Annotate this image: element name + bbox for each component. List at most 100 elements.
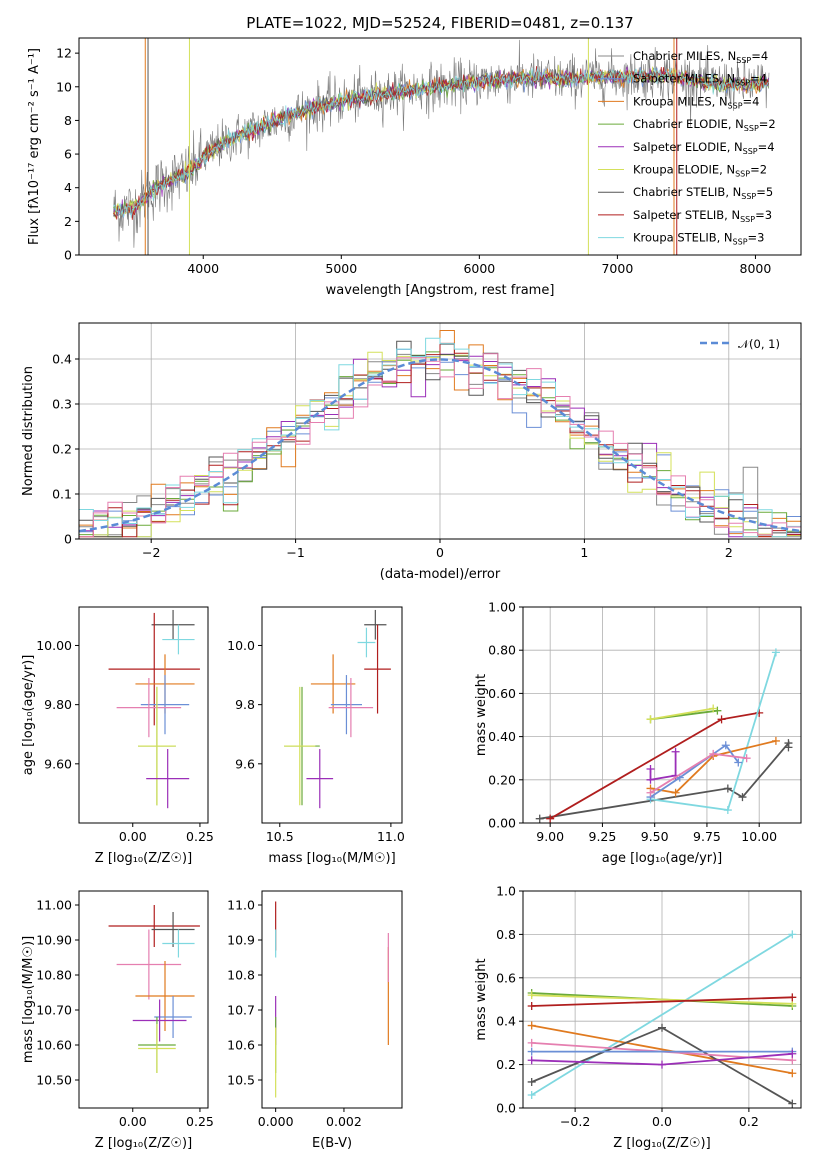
x-tick-label: 11.0 [377,829,405,844]
legend-label-chabrier-miles: Chabrier MILES, NSSP=4 [633,49,768,65]
weight-marker-salpeter-elodie [646,775,655,784]
legend-value: =4 [743,94,760,108]
axes-frame [78,606,209,824]
x-tick-label: −1 [286,545,304,560]
x-tick-label: 10.5 [266,829,294,844]
legend-value: =4 [751,49,768,63]
weight-marker-salpeter-elodie [658,1060,666,1069]
errorbar-point-kroupa-stelib [357,627,376,658]
weight-marker-kroupa-miles [671,788,680,797]
x-tick-label: 9.50 [641,829,669,844]
x-axis-label: Z [log₁₀(Z/Z☉)] [95,1136,192,1151]
weight-marker-salpeter-stelib [546,814,555,823]
panel-age-vs-mass: 10.5 11.0 9.6 9.8 10.0 mass [log₁₀(M/M☉)] [227,606,405,866]
x-tick-label: 0.25 [186,1114,214,1129]
weight-line-kroupa-miles [531,1024,793,1075]
axes-frame [261,890,403,1109]
weight-marker-kroupa-stelib [771,648,780,657]
legend-value: =4 [758,140,775,154]
x-tick-label: 9.00 [536,829,564,844]
legend-label-salpeter-stelib: Salpeter STELIB, NSSP=3 [633,208,772,224]
y-tick-label: 11.0 [227,898,255,913]
legend-value: =2 [750,163,767,177]
y-tick-label: 0.60 [488,686,516,701]
y-tick-label: 10 [56,79,72,94]
x-axis-label: age [log₁₀(age/yr)] [602,851,723,866]
x-tick-label: −2 [142,545,160,560]
weight-marker-chabrier-stelib [535,814,544,823]
legend-label-chabrier-stelib: Chabrier STELIB, NSSP=5 [633,185,773,201]
errorbar-point-kroupa-stelib [162,624,195,655]
x-axis-label: mass [log₁₀(M/M☉)] [268,851,395,866]
y-tick-label: 1.00 [488,600,516,615]
spectrum-model-chabrier-stelib [113,69,769,218]
weight-marker-salpeter-miles [721,741,730,750]
y-tick-label: 10.60 [36,1038,72,1053]
y-tick-label: 0.4 [496,1014,516,1029]
errorbar-point-salpeter-stelib [364,624,391,714]
x-tick-label: 0.002 [326,1114,362,1129]
weight-marker-kroupa-elodie [527,991,536,1000]
errorbar-point-kroupa-elodie [138,686,176,806]
x-tick-label: 0.000 [258,1114,294,1129]
weight-marker-kroupa-miles [771,736,780,745]
weight-marker-chabrier-stelib [723,784,732,793]
plot-area-spectrum [113,38,770,255]
legend-value: =3 [755,208,772,222]
y-tick-label: 10.8 [227,968,255,983]
weight-marker-kroupa-elodie [646,715,655,724]
x-axis-label: Z [log₁₀(Z/Z☉)] [613,1136,710,1151]
y-tick-label: 10.7 [227,1003,255,1018]
figure-title: PLATE=1022, MJD=52524, FIBERID=0481, z=0… [246,14,633,32]
legend-label-chabrier-elodie: Chabrier ELODIE, NSSP=2 [633,117,776,133]
x-tick-label: 1 [580,545,588,560]
histogram-step-pink [79,353,801,539]
y-tick-label: 10.00 [36,638,72,653]
x-tick-label: 4000 [187,261,219,276]
panel-residual-histogram: −2 −1 0 1 2 0 0.1 0.2 0.3 0.4 (data-model)/error No… [21,322,802,582]
y-tick-label: 10.50 [36,1073,72,1088]
y-axis-label: mass weight [474,674,489,756]
legend-value: =3 [748,231,765,245]
axes-frame [78,37,802,256]
y-tick-label: 10.80 [36,968,72,983]
plot-area-weight-vs-age [535,648,793,823]
weight-marker-chabrier-elodie [713,706,722,715]
weight-marker-salpeter-elodie [788,1049,797,1058]
y-tick-label: 9.60 [44,756,72,771]
errorbar-point-chabrier-stelib [151,912,195,947]
weight-marker-kroupa-stelib [527,1090,536,1099]
legend-subscript: SSP [735,79,750,88]
x-axis-label: Z [log₁₀(Z/Z☉)] [95,851,192,866]
weight-line-kroupa-miles [650,740,777,794]
y-tick-label: 0.4 [52,352,72,367]
weight-marker-chabrier-stelib [788,1099,797,1108]
plot-area-residual-histogram [79,330,801,539]
y-tick-label: 9.80 [44,697,72,712]
plot-area-age-vs-z [108,609,200,809]
errorbar-point-kroupa-elodie [284,686,316,806]
y-tick-label: 0.00 [488,816,516,831]
weight-marker-salpeter-elodie [646,765,655,773]
y-tick-label: 11.00 [36,898,72,913]
panel-mass-vs-ebv: 0.000 0.002 10.5 10.6 10.7 10.8 10.9 11.0 E(B-V) [227,890,403,1151]
y-tick-label: 9.6 [235,756,255,771]
legend-subscript: SSP [733,238,748,247]
legend-subscript: SSP [736,56,751,65]
weight-line-kroupa-stelib [650,652,777,811]
y-tick-label: 10.6 [227,1038,255,1053]
x-tick-label: 10.00 [741,829,777,844]
y-tick-label: 0.20 [488,772,516,787]
legend-label-normal: 𝒩(0, 1) [738,337,780,351]
x-tick-label: 5000 [325,261,357,276]
weight-marker-salpeter-stelib [717,715,726,724]
y-tick-label: 0 [64,532,72,547]
errorbar-point-chabrier-stelib [364,609,387,640]
panel-weight-vs-z: −0.2 0.0 0.2 0.0 0.2 0.4 0.6 0.8 1.0 Z [log₁₀(Z/Z… [474,884,802,1151]
y-axis-label: Normed distribution [21,366,36,496]
weight-marker-kroupa-miles [788,1069,797,1078]
legend-label-salpeter-miles: Salpeter MILES, NSSP=4 [633,72,767,88]
panel-weight-vs-age: 9.00 9.25 9.50 9.75 10.00 0.00 0.20 0.40 0.60 0.8… [474,600,802,866]
weight-marker-salpeter-elodie [527,1056,536,1065]
